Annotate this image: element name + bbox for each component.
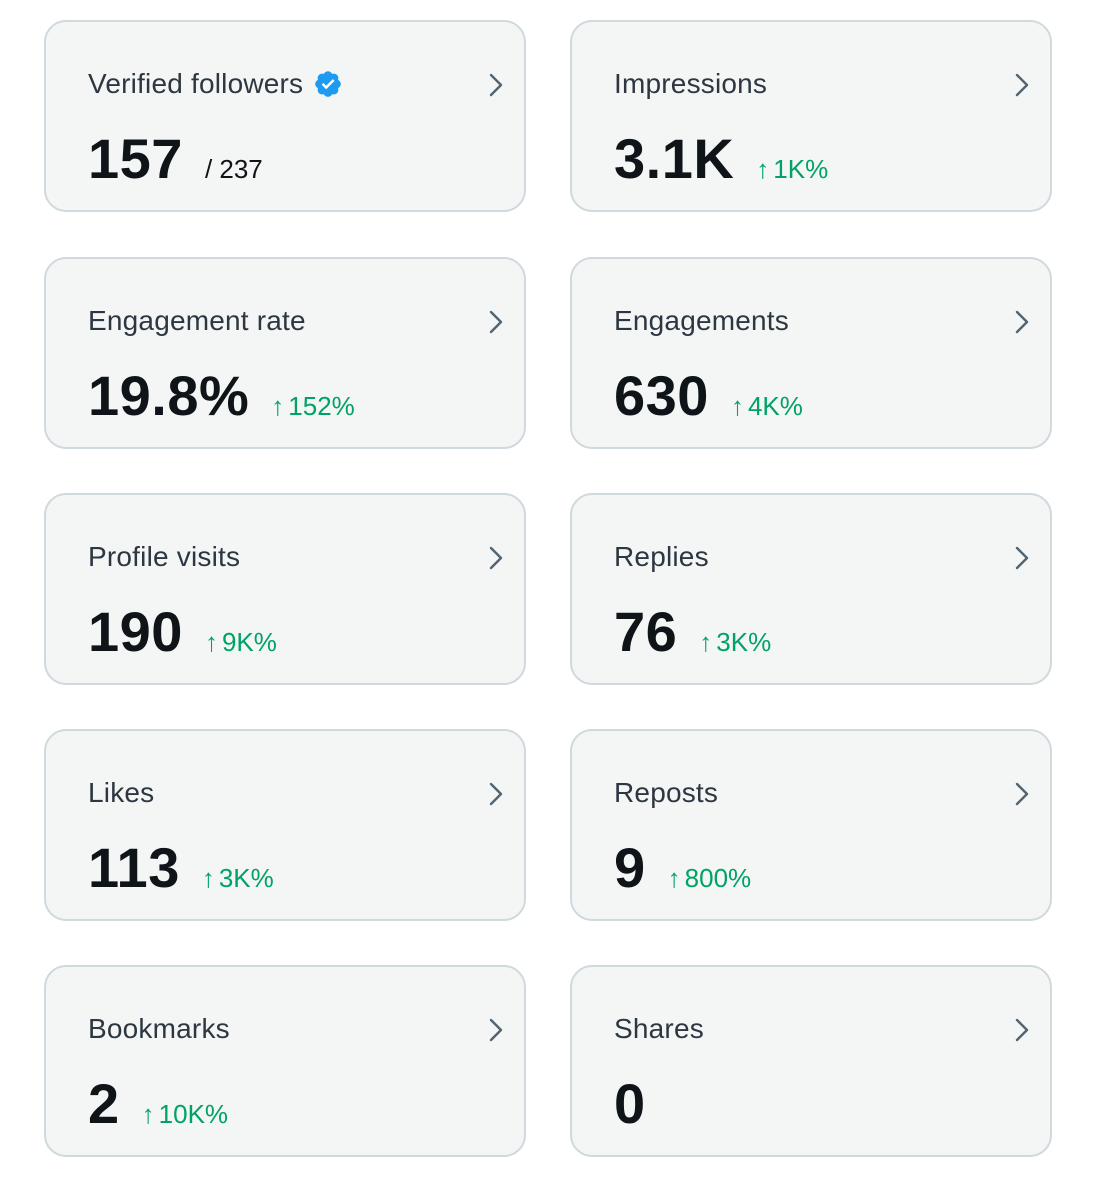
metric-change-value: 10K% [158,1099,229,1129]
metric-label: Replies [614,541,709,572]
metric-label: Engagement rate [88,305,306,336]
arrow-up-icon: ↑ [667,863,681,893]
metric-value: 2 [88,1072,120,1135]
metric-value: 630 [614,364,709,427]
metric-change: ↑ 9K% [205,627,277,658]
metric-card-impressions[interactable]: Impressions 3.1K ↑ 1K% [570,20,1052,212]
metric-card-likes[interactable]: Likes 113 ↑ 3K% [44,729,526,921]
metric-change-value: 800% [684,863,752,893]
metric-label: Shares [614,1013,704,1044]
metric-change-value: 4K% [747,391,803,421]
metric-label: Engagements [614,305,789,336]
metric-card-engagement-rate[interactable]: Engagement rate 19.8% ↑ 152% [44,257,526,449]
metric-change: ↑ 10K% [142,1099,228,1130]
chevron-right-icon[interactable] [486,72,506,98]
metric-change-value: 3K% [716,627,772,657]
chevron-right-icon[interactable] [486,309,506,335]
metric-change: ↑ 3K% [699,627,771,658]
metric-card-reposts[interactable]: Reposts 9 ↑ 800% [570,729,1052,921]
metric-card-profile-visits[interactable]: Profile visits 190 ↑ 9K% [44,493,526,685]
verified-badge-icon [315,71,342,97]
metric-label: Likes [88,777,155,808]
metric-card-bookmarks[interactable]: Bookmarks 2 ↑ 10K% [44,965,526,1157]
metric-value: 190 [88,600,183,663]
chevron-right-icon[interactable] [1012,1017,1032,1043]
chevron-right-icon[interactable] [486,1017,506,1043]
metric-card-verified-followers[interactable]: Verified followers 157 / 237 [44,20,526,212]
chevron-right-icon[interactable] [1012,781,1032,807]
arrow-up-icon: ↑ [699,627,713,657]
chevron-right-icon[interactable] [1012,72,1032,98]
metric-change: ↑ 3K% [202,863,274,894]
metric-label: Impressions [614,68,768,99]
metric-change: ↑ 1K% [756,154,828,185]
chevron-right-icon[interactable] [1012,309,1032,335]
metric-card-engagements[interactable]: Engagements 630 ↑ 4K% [570,257,1052,449]
metric-card-shares[interactable]: Shares 0 [570,965,1052,1157]
arrow-up-icon: ↑ [201,863,215,893]
metric-value: 113 [88,836,180,899]
metric-change-value: 1K% [773,154,829,184]
metric-change-value: 3K% [218,863,274,893]
metric-value: 3.1K [614,127,735,190]
metric-value: 9 [614,836,646,899]
arrow-up-icon: ↑ [204,627,218,657]
metric-change: ↑ 4K% [731,391,803,422]
metric-label: Profile visits [88,541,241,572]
metric-label: Reposts [614,777,719,808]
metric-change: ↑ 800% [668,863,752,894]
metric-value: 76 [614,600,678,663]
metric-label: Verified followers [88,68,304,99]
arrow-up-icon: ↑ [756,154,770,184]
metric-value: 157 [88,127,183,190]
metric-value: 19.8% [88,364,250,427]
metric-card-replies[interactable]: Replies 76 ↑ 3K% [570,493,1052,685]
metric-change-value: 9K% [221,627,277,657]
chevron-right-icon[interactable] [486,545,506,571]
metric-label: Bookmarks [88,1013,230,1044]
metric-value: 0 [614,1072,646,1135]
metric-total: / 237 [204,154,263,184]
metric-change-value: 152% [288,391,355,421]
chevron-right-icon[interactable] [486,781,506,807]
metric-change: ↑ 152% [271,391,355,422]
chevron-right-icon[interactable] [1012,545,1032,571]
arrow-up-icon: ↑ [271,391,285,421]
arrow-up-icon: ↑ [730,391,744,421]
arrow-up-icon: ↑ [141,1099,155,1129]
